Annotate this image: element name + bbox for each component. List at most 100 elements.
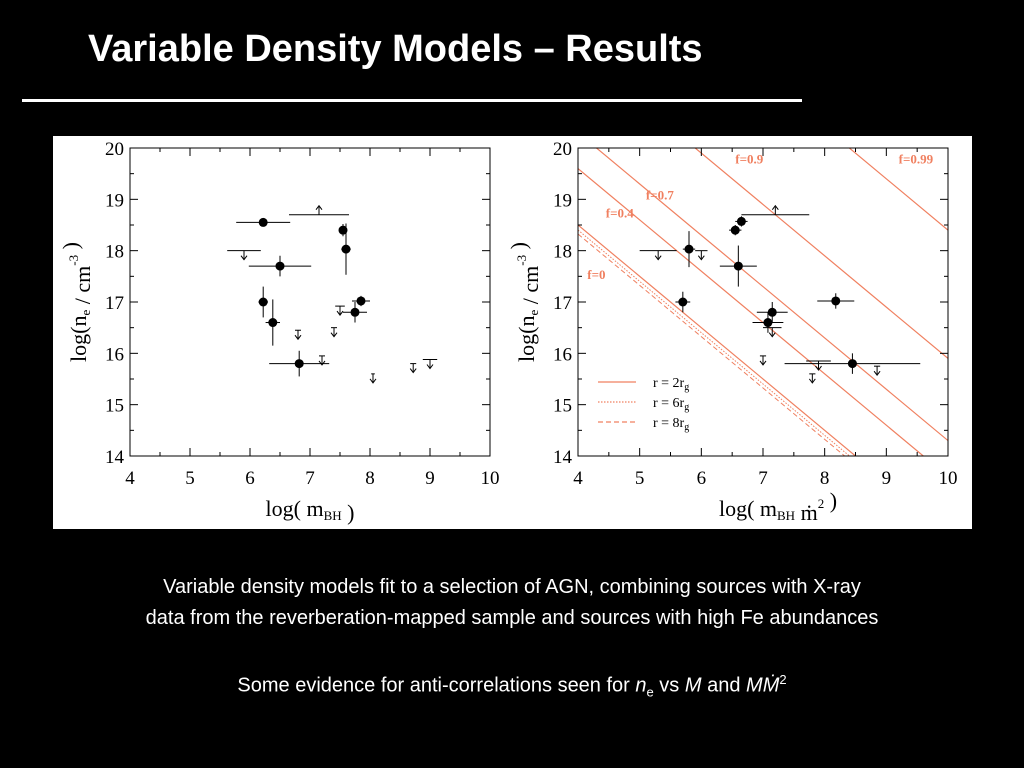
y-axis-label-part: log(n [514,316,539,362]
lower-limit [289,204,349,216]
x-tick-label: 7 [758,468,768,489]
data-point [719,245,757,287]
x-tick-label: 5 [635,468,645,489]
upper-limit [695,250,708,261]
y-tick-label: 16 [553,344,572,365]
x-axis-label-part: BH [777,508,795,523]
data-point [352,295,370,307]
y-axis-label-part: -3 [66,255,81,266]
model-line-8rg [578,233,846,456]
axis-frame [577,147,949,457]
y-axis-label-part: e [526,310,541,316]
x-tick-label: 6 [697,468,707,489]
point-marker [275,261,285,271]
x-tick-label: 5 [185,468,195,489]
upper-limit [335,305,345,316]
y-tick-label: 19 [105,190,124,211]
upper-limit [639,250,677,261]
y-tick-label: 17 [105,293,124,314]
x-tick-label: 9 [882,468,892,489]
point-marker [847,359,857,369]
upper-limit [873,365,881,377]
y-axis-label-part: e [78,310,93,316]
y-tick-label: 20 [553,139,572,160]
x-axis-label-part: BH [324,508,342,523]
y-tick-label: 15 [105,396,124,417]
figure-credit: Jiang+19a [529,639,608,658]
evidence-sub: e [646,684,654,700]
upper-limit [330,327,338,338]
y-tick-label: 14 [105,447,125,468]
title-underline [22,99,802,102]
limit-arrow-down [294,334,302,341]
x-tick-label: 10 [939,468,958,489]
y-axis-label-part: / cm [518,266,543,310]
y-tick-label: 20 [105,139,124,160]
x-tick-label: 6 [245,468,255,489]
x-axis-label-part: 2 [818,496,825,511]
legend-label: r = 2rg [653,376,689,393]
point-marker [258,297,268,307]
limit-arrow-down [808,378,816,384]
model-line-6rg [578,229,851,456]
y-tick-label: 18 [105,242,124,263]
x-axis-label: log( mBH ṁ2 ) [719,488,837,525]
evidence-n: n [635,674,647,697]
limit-arrow-up [315,204,323,211]
caption: Variable density models fit to a selecti… [0,572,1024,634]
point-marker [356,296,366,306]
upper-limit [227,250,261,261]
plot-right: f=0 f=0.4 f=0.7 f=0.9 f=0.99 4 5 6 7 8 9 10 14 15 16 17… [506,139,958,525]
point-marker [341,244,351,254]
point-marker [733,261,743,271]
data-point [675,291,691,313]
x-axis-label-part: ) [824,488,837,513]
limit-arrow-down [240,255,248,261]
y-tick-label: 15 [553,396,572,417]
data-point [784,353,921,374]
y-tick-label: 16 [105,344,124,365]
x-tick-label: 4 [125,468,135,489]
figure-panel: 4 5 6 7 8 9 10 14 15 16 17 18 19 20 log( mBH ) log(ne /… [53,136,972,658]
legend-label: r = 6rg [653,396,689,413]
legend: r = 2rg r = 6rg r = 8r g [598,376,689,433]
x-tick-label: 8 [365,468,375,489]
evidence-and: and [701,674,747,697]
x-axis-label-part: log( m [719,496,777,521]
x-axis-label-part: ṁ [795,500,818,525]
slide-title: Variable Density Models – Results [88,28,703,70]
point-marker [684,244,694,254]
limit-arrow-down [873,370,881,377]
x-tick-label: 4 [573,468,583,489]
model-line-2 [595,148,948,442]
evidence-mmdot: MṀ [746,674,780,697]
point-marker [767,307,777,317]
model-label-1: f=0.4 [606,205,634,220]
limit-arrow-down [318,360,326,366]
point-marker [730,225,740,235]
limit-arrow-down [768,332,776,338]
y-axis-label: log(ne / cm-3 ) [58,242,95,362]
data-point [265,299,280,346]
y-tick-label: 14 [553,447,573,468]
data-point [269,350,330,377]
caption-line-1: Variable density models fit to a selecti… [163,576,861,598]
legend-label-sub: g [684,402,689,413]
upper-limit [409,363,417,374]
data-point [258,286,268,318]
x-tick-label: 9 [425,468,435,489]
y-tick-label: 18 [553,242,572,263]
y-tick-label: 19 [553,190,572,211]
limit-arrow-down [330,332,338,338]
upper-limit [808,373,816,384]
point-marker [831,296,841,306]
upper-limit [763,327,782,338]
model-label-4: f=0.99 [899,151,934,166]
y-axis-label-part: ) [506,242,531,255]
legend-label-main: r = 8r [653,416,685,431]
data-point [338,223,348,237]
upper-limit [369,373,377,384]
caption-line-2: data from the reverberation-mapped sampl… [145,607,879,629]
model-line-3 [694,148,948,359]
